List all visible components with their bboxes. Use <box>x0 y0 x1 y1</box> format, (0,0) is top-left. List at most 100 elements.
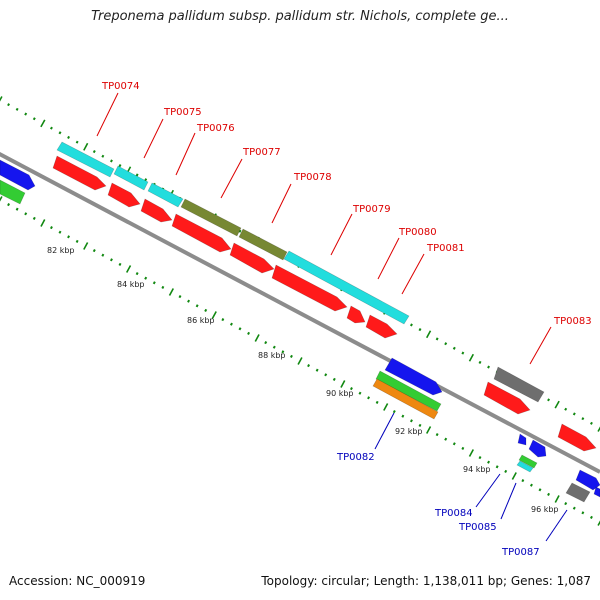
gene-label[interactable]: TP0083 <box>553 316 592 327</box>
minor-tick <box>195 304 199 308</box>
minor-tick <box>478 360 482 364</box>
gene-features <box>0 141 600 503</box>
minor-tick <box>444 437 448 441</box>
minor-tick <box>581 511 585 515</box>
minor-tick <box>461 446 465 450</box>
minor-tick <box>75 140 79 144</box>
label-leader <box>330 213 353 256</box>
kbp-label: 90 kbp <box>326 389 354 398</box>
minor-tick <box>238 327 242 331</box>
gene-label[interactable]: TP0079 <box>352 204 391 215</box>
minor-tick <box>15 107 19 111</box>
label-leader <box>271 183 292 224</box>
minor-tick <box>410 323 413 327</box>
gene-label[interactable]: TP0085 <box>458 522 497 533</box>
minor-tick <box>547 492 550 496</box>
forward-gene-labels: TP0074 TP0075 TP0076 TP0077 TP0078 TP007… <box>96 81 592 365</box>
gene-arrow <box>229 242 275 274</box>
minor-tick <box>50 226 53 230</box>
gene-feature <box>372 378 439 420</box>
major-tick <box>40 219 46 227</box>
gene-arrow <box>346 305 366 324</box>
gene-arrow-reverse <box>0 159 36 191</box>
minor-tick <box>187 299 190 303</box>
cds-feature <box>283 250 410 325</box>
gene-label[interactable]: TP0077 <box>242 147 281 158</box>
minor-tick <box>572 506 576 510</box>
gene-label[interactable]: TP0084 <box>434 508 473 519</box>
minor-tick <box>135 272 139 276</box>
gene-arrow <box>140 198 173 223</box>
minor-tick <box>7 103 10 107</box>
kbp-label: 92 kbp <box>395 427 423 436</box>
minor-tick <box>238 229 242 233</box>
major-tick <box>425 426 432 434</box>
cds-feature <box>147 182 184 208</box>
minor-tick <box>101 154 105 158</box>
major-tick <box>340 380 346 388</box>
label-leader <box>377 237 400 280</box>
gene-feature-gray <box>493 366 545 403</box>
gene-label[interactable]: TP0075 <box>163 107 202 118</box>
gene-arrow-reverse <box>517 433 527 446</box>
major-tick <box>83 242 89 250</box>
minor-tick <box>418 328 422 332</box>
label-leader <box>545 509 568 542</box>
minor-tick <box>350 387 353 391</box>
minor-tick <box>135 173 139 177</box>
minor-tick <box>521 479 525 483</box>
major-tick <box>168 288 175 296</box>
genome-backbone <box>0 152 600 474</box>
minor-tick <box>564 502 568 506</box>
minor-tick <box>144 178 148 182</box>
gene-label[interactable]: TP0082 <box>336 452 375 463</box>
gene-arrow <box>52 155 107 191</box>
gene-arrow <box>271 264 348 312</box>
minor-tick <box>401 414 405 418</box>
major-tick <box>511 472 517 480</box>
gene-label[interactable]: TP0081 <box>426 243 465 254</box>
minor-tick <box>7 203 10 207</box>
gene-arrow <box>171 213 232 253</box>
minor-tick <box>24 112 28 116</box>
label-leader <box>529 326 552 365</box>
major-tick <box>425 330 432 339</box>
gene-feature <box>518 454 538 469</box>
accession-label: Accession: NC_000919 <box>9 574 146 588</box>
kbp-label: 88 kbp <box>258 351 286 360</box>
minor-tick <box>15 207 19 211</box>
gene-label[interactable]: TP0078 <box>293 172 332 183</box>
minor-tick <box>221 318 225 322</box>
major-tick <box>468 353 475 362</box>
gene-label[interactable]: TP0080 <box>398 227 437 238</box>
gene-label[interactable]: TP0087 <box>501 547 540 558</box>
minor-tick <box>487 460 490 464</box>
minor-tick <box>110 258 113 262</box>
major-tick <box>554 400 560 409</box>
minor-tick <box>32 117 36 121</box>
minor-tick <box>572 412 576 416</box>
gene-arrow <box>557 423 597 452</box>
major-tick <box>297 357 303 365</box>
minor-tick <box>590 515 593 519</box>
kbp-label: 94 kbp <box>463 465 491 474</box>
major-tick <box>0 196 3 202</box>
minor-tick <box>152 281 156 285</box>
minor-tick <box>230 322 233 326</box>
minor-tick <box>461 351 465 355</box>
minor-tick <box>32 216 36 220</box>
gene-arrow-reverse <box>384 357 443 396</box>
minor-tick <box>444 342 448 346</box>
major-tick <box>83 142 89 151</box>
label-leader <box>175 132 196 176</box>
minor-tick <box>67 235 70 239</box>
gene-label[interactable]: TP0076 <box>196 123 235 134</box>
minor-tick <box>435 337 439 341</box>
minor-tick <box>418 423 422 427</box>
minor-tick <box>50 126 53 130</box>
ticks-inner <box>0 196 600 526</box>
gene-label[interactable]: TP0074 <box>101 81 140 92</box>
minor-tick <box>178 295 182 299</box>
cds-feature <box>113 165 149 191</box>
